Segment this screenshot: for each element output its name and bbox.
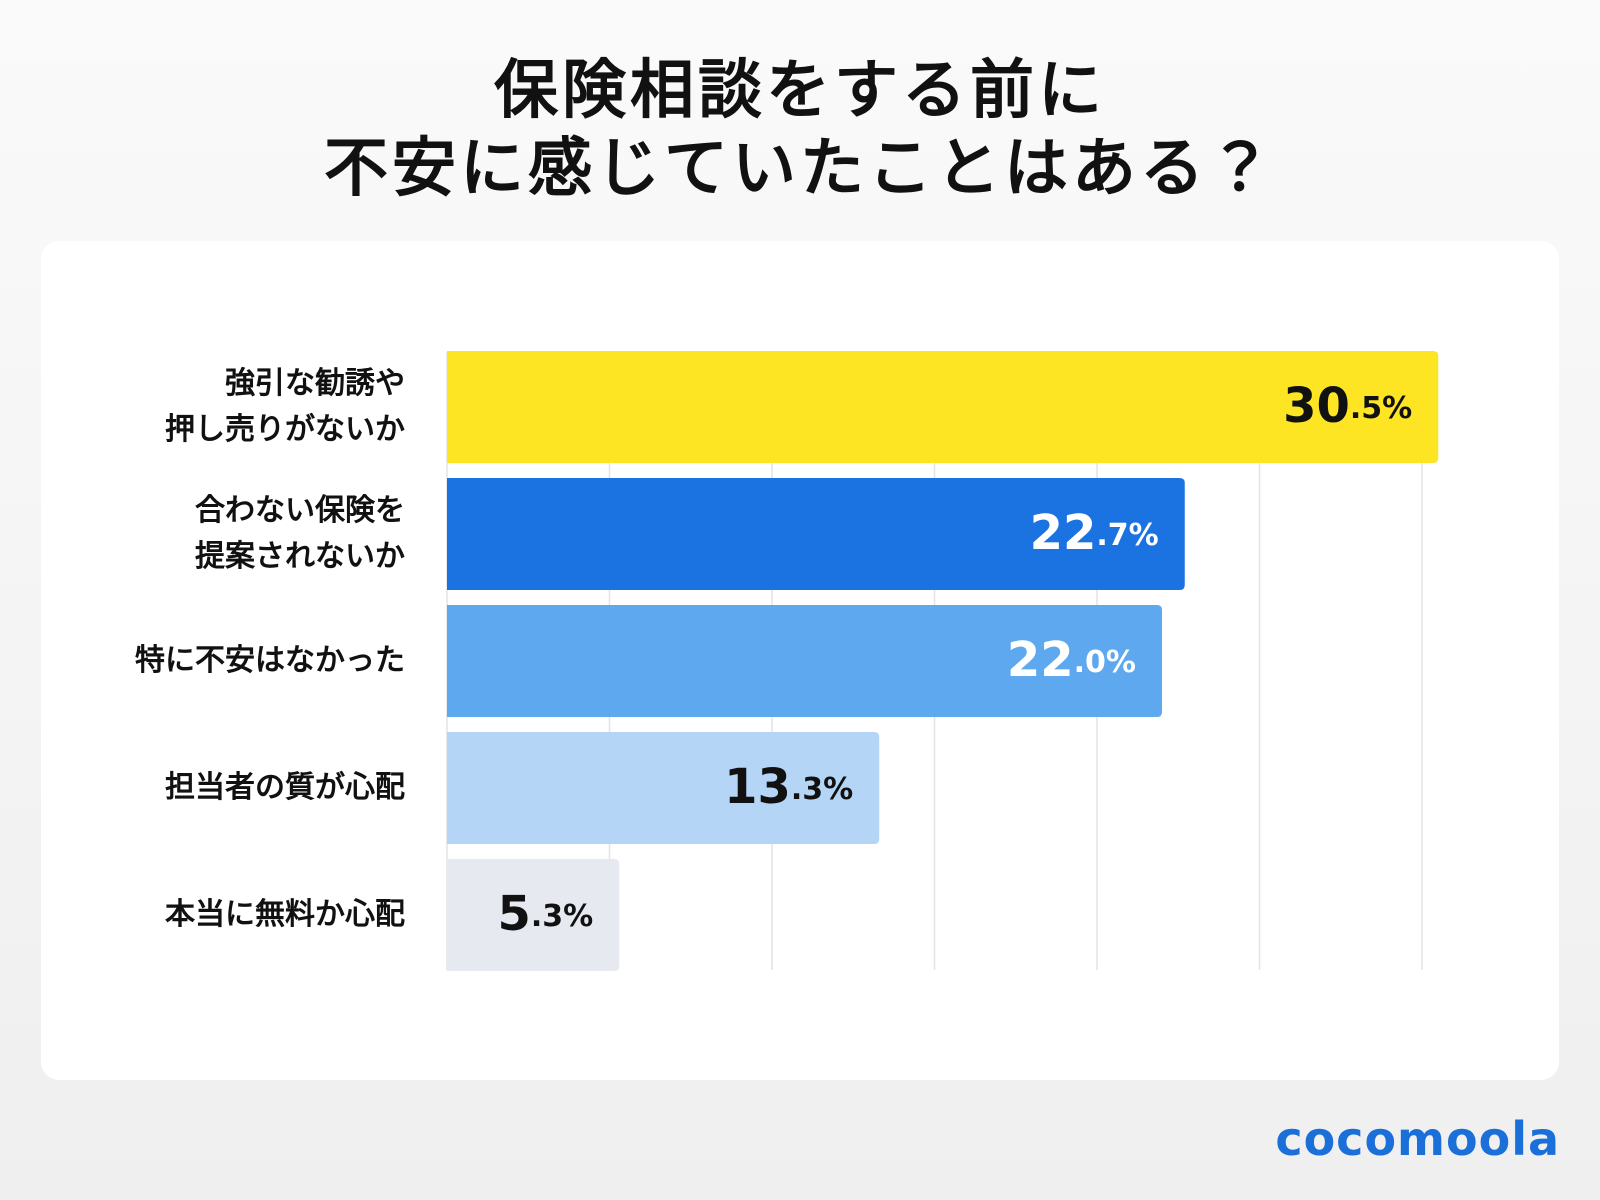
- bar: [447, 732, 880, 844]
- value-label-main: 22: [1007, 632, 1074, 688]
- chart-title: 保険相談をする前に 不安に感じていたことはある？: [324, 54, 1276, 206]
- bar: [447, 605, 1162, 717]
- bar: [447, 859, 620, 971]
- category-label: 特に不安はなかった: [135, 643, 405, 678]
- bar: [447, 478, 1185, 590]
- value-label: 22.0%: [1007, 632, 1136, 688]
- value-label-minor: .0%: [1074, 645, 1136, 680]
- value-label: 5.3%: [498, 886, 594, 942]
- value-label-main: 13: [724, 759, 791, 815]
- bar: [447, 351, 1439, 463]
- category-label: 本当に無料か心配: [165, 897, 405, 932]
- brand-logo: cocomoola: [1275, 1112, 1560, 1166]
- value-label: 13.3%: [724, 759, 853, 815]
- category-label: 担当者の質が心配: [165, 770, 405, 805]
- value-label-minor: .7%: [1096, 518, 1158, 553]
- value-label-main: 30: [1283, 378, 1350, 434]
- category-label: 強引な勧誘や 押し売りがないか: [165, 366, 405, 447]
- value-label-minor: .3%: [531, 899, 593, 934]
- category-label: 合わない保険を 提案されないか: [195, 493, 405, 574]
- value-label-main: 22: [1030, 505, 1097, 561]
- value-label-minor: .5%: [1350, 391, 1412, 426]
- value-label-main: 5: [498, 886, 531, 942]
- value-label-minor: .3%: [791, 772, 853, 807]
- value-label: 22.7%: [1030, 505, 1159, 561]
- value-label: 30.5%: [1283, 378, 1412, 434]
